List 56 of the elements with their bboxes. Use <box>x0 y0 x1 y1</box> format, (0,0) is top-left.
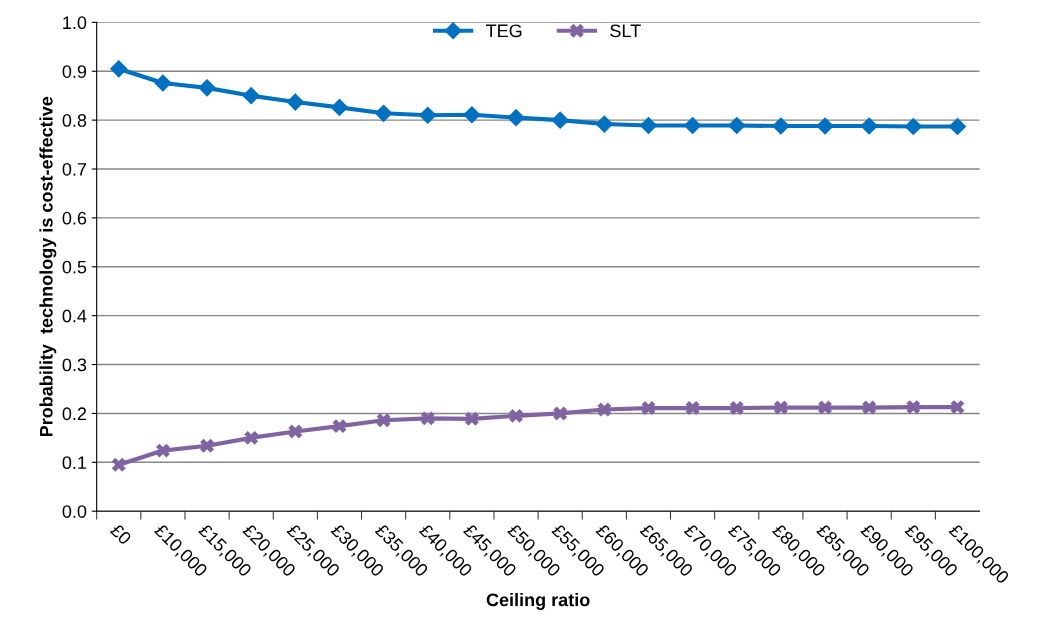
y-tick-label: 0.4 <box>62 309 87 323</box>
y-tick-label: 0.8 <box>62 114 87 127</box>
point <box>376 413 391 428</box>
point <box>288 424 303 439</box>
y-tick-label: 0.2 <box>62 407 87 421</box>
point <box>641 401 656 415</box>
point <box>244 430 259 445</box>
point <box>109 59 128 78</box>
point <box>420 411 435 426</box>
point <box>418 106 437 125</box>
point <box>816 117 834 135</box>
point <box>551 111 570 129</box>
point <box>332 419 347 434</box>
point <box>948 117 967 136</box>
x-axis-title: Ceiling ratio <box>486 593 590 610</box>
point <box>111 457 126 472</box>
x-tick-label: £0 <box>109 523 133 546</box>
point <box>950 400 965 415</box>
point <box>200 438 214 453</box>
point <box>862 400 877 415</box>
point <box>906 400 921 415</box>
point <box>685 401 700 415</box>
y-tick-label: 0.6 <box>62 211 87 225</box>
point <box>464 411 479 426</box>
legend-label: SLT <box>610 24 641 38</box>
legend-label: TEG <box>486 24 522 38</box>
y-tick-label: 0.3 <box>62 358 87 372</box>
point <box>773 400 788 415</box>
point <box>904 117 923 136</box>
point <box>860 117 879 135</box>
point <box>198 79 216 97</box>
point <box>772 117 790 135</box>
y-tick-label: 0.5 <box>62 260 87 274</box>
y-tick-label: 0.1 <box>62 456 87 470</box>
point <box>639 116 658 135</box>
point <box>729 401 744 415</box>
point <box>242 86 261 105</box>
point <box>330 98 349 117</box>
point <box>727 116 746 135</box>
point <box>286 93 305 111</box>
point <box>509 408 523 423</box>
y-tick-label: 0.0 <box>62 505 87 518</box>
y-tick-label: 0.9 <box>62 65 87 78</box>
y-tick-label: 0.7 <box>62 162 87 176</box>
point <box>154 74 172 92</box>
point <box>818 400 832 415</box>
point <box>597 402 612 417</box>
point <box>595 115 614 133</box>
point <box>507 108 525 127</box>
point <box>553 406 568 421</box>
point <box>155 443 170 458</box>
y-axis-title: Probability technology is cost-effective <box>39 96 57 437</box>
y-tick-label: 1.0 <box>63 16 87 30</box>
point <box>683 116 702 135</box>
point <box>374 104 393 123</box>
point <box>463 105 481 124</box>
